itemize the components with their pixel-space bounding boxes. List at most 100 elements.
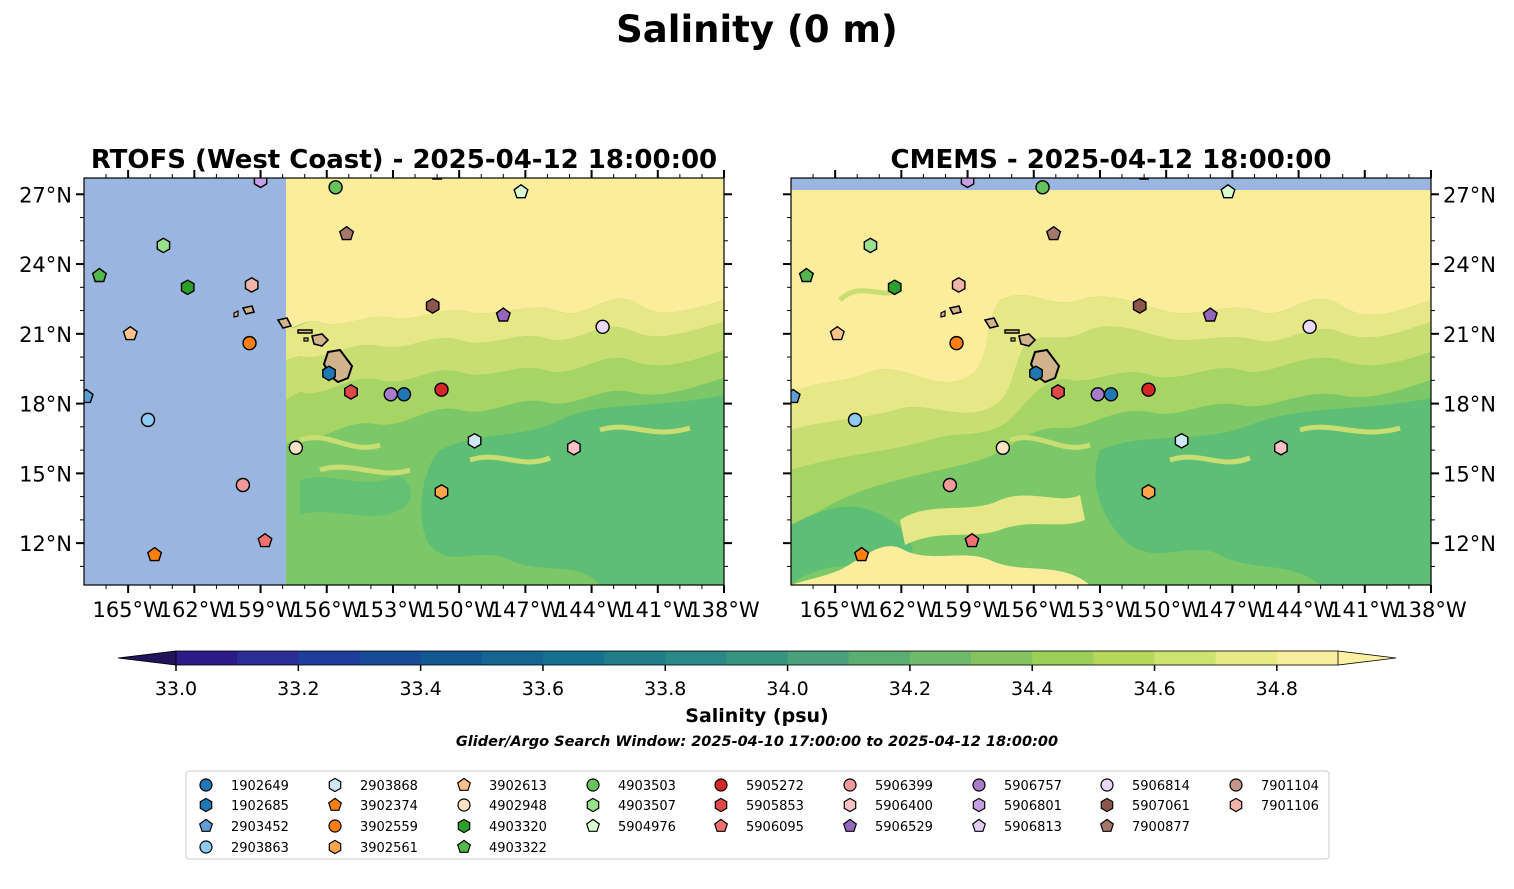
platform-marker-4902948 — [995, 440, 1011, 455]
platform-marker-2903452 — [84, 388, 94, 404]
x-tick-label: 150°W — [423, 598, 495, 622]
platform-marker-4903503 — [328, 180, 343, 195]
platform-marker-5906399 — [843, 778, 857, 792]
platform-marker-5906814 — [1100, 778, 1114, 792]
y-tick-label: 18°N — [1443, 393, 1496, 417]
platform-marker-3902374 — [146, 546, 163, 562]
platform-marker-7901106 — [244, 276, 259, 293]
platform-marker-3902561 — [434, 483, 449, 500]
x-tick-label: 162°W — [159, 598, 231, 622]
molokai — [297, 329, 313, 334]
platform-marker-5905272 — [434, 382, 449, 397]
platform-marker-5906095 — [964, 532, 980, 548]
platform-marker-5906813 — [971, 818, 987, 832]
cmems-band-346 — [791, 352, 1431, 525]
colorbar-tick-label: 33.4 — [399, 678, 441, 700]
platform-marker-5906400 — [567, 439, 581, 456]
platform-marker-2903452 — [791, 388, 801, 404]
legend-label-1902685: 1902685 — [231, 799, 289, 814]
platform-marker-3902561 — [1141, 483, 1156, 500]
platform-marker-5905853 — [714, 797, 728, 813]
legend-label-5905853: 5905853 — [746, 799, 804, 814]
cmems-band-348 — [791, 295, 1431, 430]
platform-marker-5906757 — [972, 778, 986, 792]
rtofs-band-346 — [286, 350, 724, 444]
cmems-band-347 — [791, 322, 1431, 470]
figure-title: Salinity (0 m) — [616, 8, 898, 51]
platform-marker-7900877 — [338, 225, 355, 241]
platform-marker-4903507 — [586, 797, 600, 813]
platform-marker-1902649 — [396, 387, 412, 402]
platform-marker-5906400 — [843, 797, 857, 813]
x-tick-label: 141°W — [1329, 598, 1401, 622]
rtofs-high-salinity-north — [286, 178, 724, 329]
platform-marker-4903322 — [91, 267, 108, 283]
x-tick-label: 147°W — [490, 598, 562, 622]
kauai — [241, 305, 256, 315]
platform-marker-3902374 — [853, 546, 870, 562]
y-tick-label: 21°N — [1443, 323, 1496, 347]
platform-marker-4903320 — [457, 818, 471, 834]
platform-marker-3902559 — [242, 335, 257, 351]
y-tick-label: 21°N — [19, 323, 72, 347]
legend-label-5906399: 5906399 — [875, 779, 933, 794]
cmems-nodata-strip — [791, 178, 1431, 190]
colorbar-frame — [175, 650, 1339, 666]
platform-marker-7900877 — [1099, 818, 1115, 832]
panel-cmems-title: CMEMS - 2025-04-12 18:00:00 — [891, 145, 1332, 175]
rtofs-light-swirls — [299, 424, 691, 476]
platform-marker-2903863 — [199, 840, 213, 854]
x-tick-label: 162°W — [866, 598, 938, 622]
y-tick-label: 15°N — [19, 462, 72, 486]
platform-marker-1902685 — [322, 365, 336, 382]
platform-marker-5905853 — [1051, 383, 1065, 400]
y-tick-label: 27°N — [19, 183, 72, 207]
platform-marker-5906400 — [1273, 439, 1288, 456]
colorbar-tick-label: 33.6 — [522, 678, 564, 700]
x-tick-label: 159°W — [932, 598, 1004, 622]
y-tick-label: 24°N — [1443, 253, 1496, 277]
platform-marker-4903507 — [156, 237, 171, 254]
colorbar-segment — [1154, 651, 1217, 665]
cmems-salinity-field — [791, 178, 1431, 585]
legend-label-7901104: 7901104 — [1261, 779, 1319, 794]
platform-marker-5907061 — [1100, 797, 1114, 813]
colorbar-segment — [787, 651, 850, 665]
platform-marker-7900877 — [1045, 225, 1062, 241]
rtofs-axis-ticks: 165°W162°W159°W156°W153°W150°W147°W144°W… — [19, 170, 760, 622]
colorbar-tick-label: 34.8 — [1256, 678, 1298, 700]
platform-marker-1902649 — [199, 778, 213, 792]
colorbar-segment — [481, 651, 544, 665]
legend-label-5906814: 5906814 — [1132, 779, 1190, 794]
legend-label-2903452: 2903452 — [231, 820, 289, 835]
colorbar-segment — [1215, 651, 1278, 665]
legend-label-5906400: 5906400 — [875, 799, 933, 814]
platform-marker-5906814 — [595, 319, 610, 335]
legend-label-3902561: 3902561 — [360, 841, 418, 856]
x-tick-label: 156°W — [291, 598, 363, 622]
platform-marker-5906529 — [1202, 307, 1218, 322]
legend-label-4902948: 4902948 — [489, 799, 547, 814]
colorbar-label: Salinity (psu) — [685, 705, 828, 727]
search-window-note: Glider/Argo Search Window: 2025-04-10 17… — [456, 734, 1058, 750]
maui — [1018, 333, 1037, 347]
platform-marker-3902613 — [122, 325, 138, 341]
platform-marker-5906757 — [1090, 387, 1105, 402]
rtofs-frame — [83, 177, 725, 586]
platform-marker-2903868 — [328, 777, 342, 793]
y-tick-label: 27°N — [1443, 183, 1496, 207]
platform-marker-2903863 — [140, 412, 156, 428]
platform-marker-2903868 — [467, 432, 482, 449]
platform-marker-1902685 — [1029, 365, 1043, 382]
platform-marker-3902561 — [328, 839, 342, 855]
colorbar-tick-label: 34.2 — [889, 678, 931, 700]
colorbar-extend-high — [1337, 650, 1397, 666]
platform-marker-5904976 — [1220, 183, 1236, 199]
legend-label-4903322: 4903322 — [489, 841, 547, 856]
legend-label-5905272: 5905272 — [746, 779, 804, 794]
x-tick-label: 156°W — [998, 598, 1070, 622]
platform-marker-5904976 — [513, 183, 529, 199]
colorbar-segment — [359, 651, 422, 665]
platform-marker-3902559 — [949, 335, 964, 351]
legend-label-2903863: 2903863 — [231, 841, 289, 856]
